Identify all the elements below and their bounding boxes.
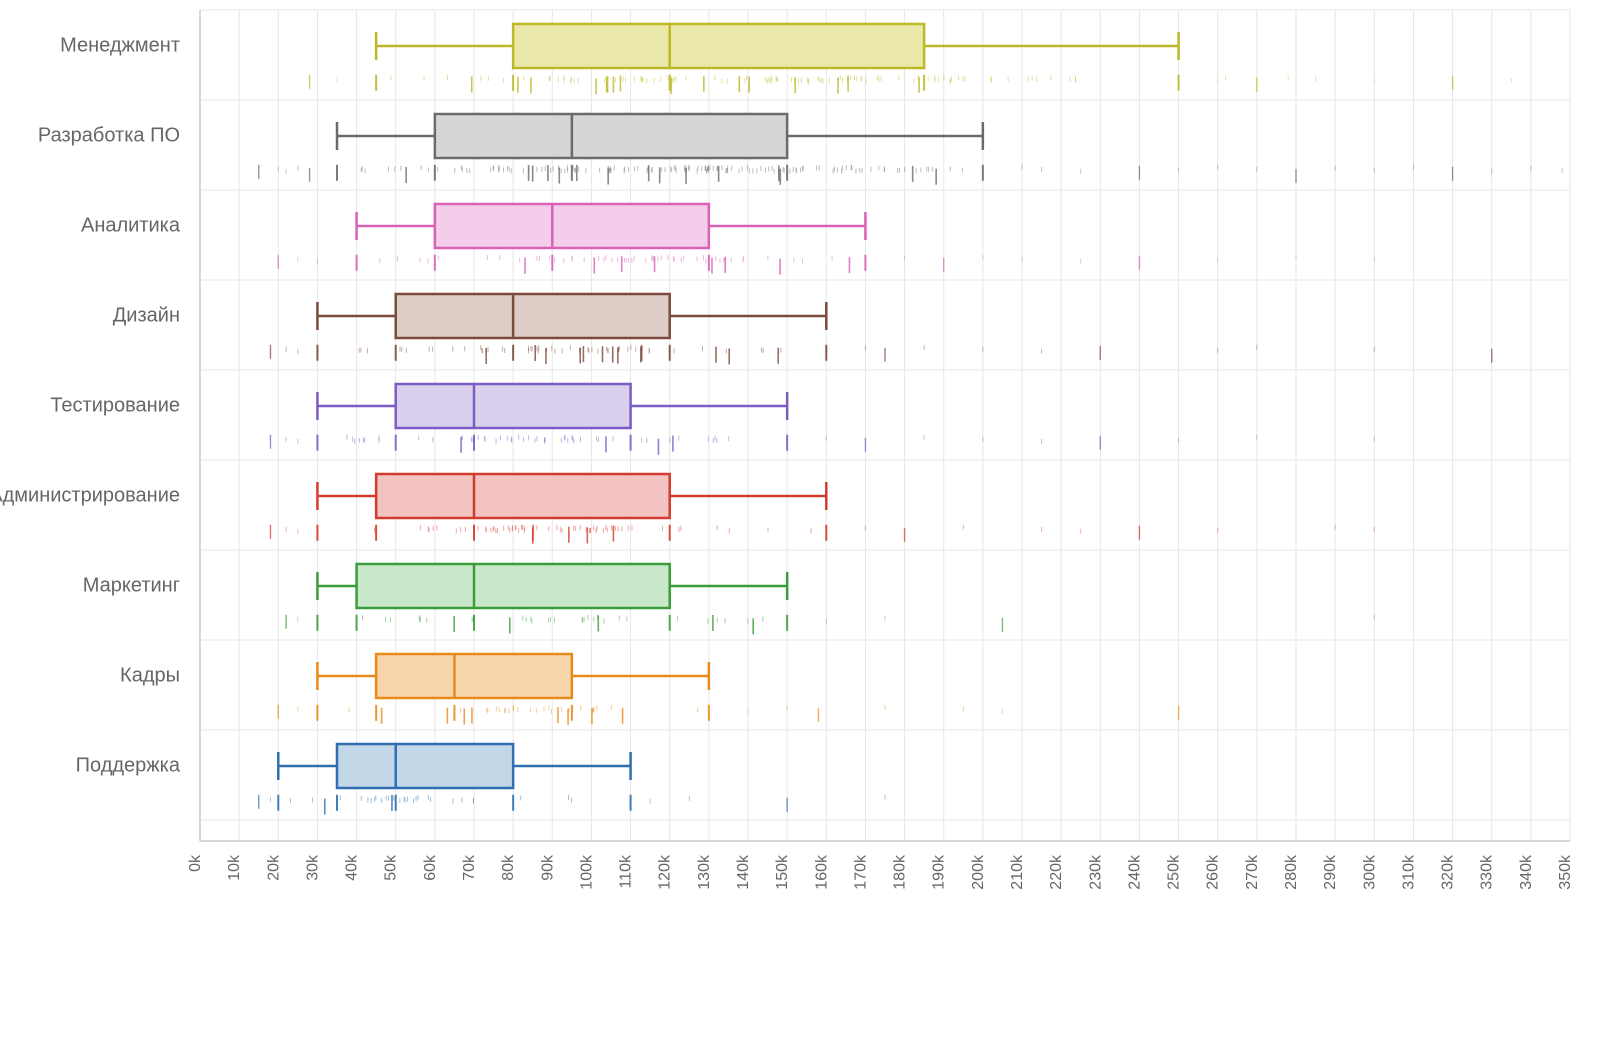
box (376, 654, 572, 698)
rug-strip (270, 525, 1374, 544)
xaxis-tick-label: 240k (1126, 854, 1143, 890)
xaxis-tick-label: 80k (500, 854, 517, 881)
category-label: Менеджмент (60, 34, 180, 56)
xaxis-tick-label: 260k (1205, 854, 1222, 890)
boxplot-row (270, 384, 1374, 455)
xaxis-tick-label: 20k (265, 854, 282, 881)
xaxis-tick-label: 140k (735, 854, 752, 890)
xaxis-tick-label: 230k (1087, 854, 1104, 890)
xaxis-tick-label: 180k (892, 854, 909, 890)
rug-strip (310, 75, 1512, 95)
category-label: Поддержка (76, 754, 181, 776)
xaxis-tick-label: 300k (1361, 854, 1378, 890)
xaxis-tick-label: 30k (304, 854, 321, 881)
box (396, 384, 631, 428)
xaxis-tick-label: 350k (1557, 854, 1574, 890)
category-label: Кадры (120, 664, 180, 686)
boxplot-row (259, 114, 1562, 185)
xaxis-tick-label: 110k (618, 854, 635, 889)
xaxis-tick-label: 290k (1322, 854, 1339, 890)
box (435, 114, 787, 158)
xaxis-tick-label: 50k (383, 854, 400, 881)
xaxis-tick-label: 60k (422, 854, 439, 881)
category-label: Аналитика (81, 214, 181, 236)
rug-strip (278, 705, 1178, 725)
box (513, 24, 924, 68)
boxplot-row (310, 24, 1512, 94)
xaxis-tick-label: 10k (226, 854, 243, 881)
xaxis-tick-label: 120k (657, 854, 674, 890)
box (357, 564, 670, 608)
box (337, 744, 513, 788)
rug-strip (270, 345, 1491, 365)
xaxis-tick-label: 40k (344, 854, 361, 881)
xaxis-tick-label: 340k (1518, 854, 1535, 890)
rug-strip (259, 795, 885, 815)
xaxis-tick-label: 320k (1440, 854, 1457, 890)
xaxis-tick-label: 0k (187, 854, 204, 872)
box (435, 204, 709, 248)
category-label: Тестирование (50, 394, 180, 416)
xaxis-tick-label: 170k (852, 854, 869, 890)
xaxis-tick-label: 200k (970, 854, 987, 890)
rug-strip (286, 615, 1374, 635)
xaxis-tick-label: 250k (1166, 854, 1183, 890)
category-label: Администрирование (0, 484, 180, 506)
xaxis-tick-label: 310k (1400, 854, 1417, 890)
boxplot-row (259, 744, 885, 815)
xaxis-tick-label: 280k (1283, 854, 1300, 890)
boxplot-row (270, 294, 1491, 364)
xaxis-tick-label: 190k (931, 854, 948, 890)
boxplot-row (270, 474, 1374, 544)
xaxis-tick-label: 270k (1244, 854, 1261, 890)
box (396, 294, 670, 338)
xaxis-tick-label: 150k (774, 854, 791, 890)
xaxis-tick-label: 220k (1048, 854, 1065, 890)
category-label: Дизайн (113, 304, 180, 326)
boxplot-row (278, 654, 1178, 725)
xaxis-tick-label: 330k (1479, 854, 1496, 890)
rug-strip (270, 435, 1374, 455)
xaxis-tick-label: 100k (578, 854, 595, 890)
xaxis-tick-label: 70k (461, 854, 478, 881)
category-label: Маркетинг (83, 574, 180, 596)
boxplot-chart: 0k 10k 20k 30k 40k 50k 60k 70k 80k 90k 100k 110k 120… (0, 0, 1600, 1051)
box (376, 474, 670, 518)
xaxis-tick-label: 160k (813, 854, 830, 890)
xaxis-tick-label: 210k (1009, 854, 1026, 890)
xaxis-tick-label: 90k (539, 854, 556, 881)
rug-strip (259, 165, 1562, 185)
xaxis-tick-label: 130k (696, 854, 713, 890)
category-label: Разработка ПО (38, 124, 180, 146)
boxplot-row (286, 564, 1374, 634)
